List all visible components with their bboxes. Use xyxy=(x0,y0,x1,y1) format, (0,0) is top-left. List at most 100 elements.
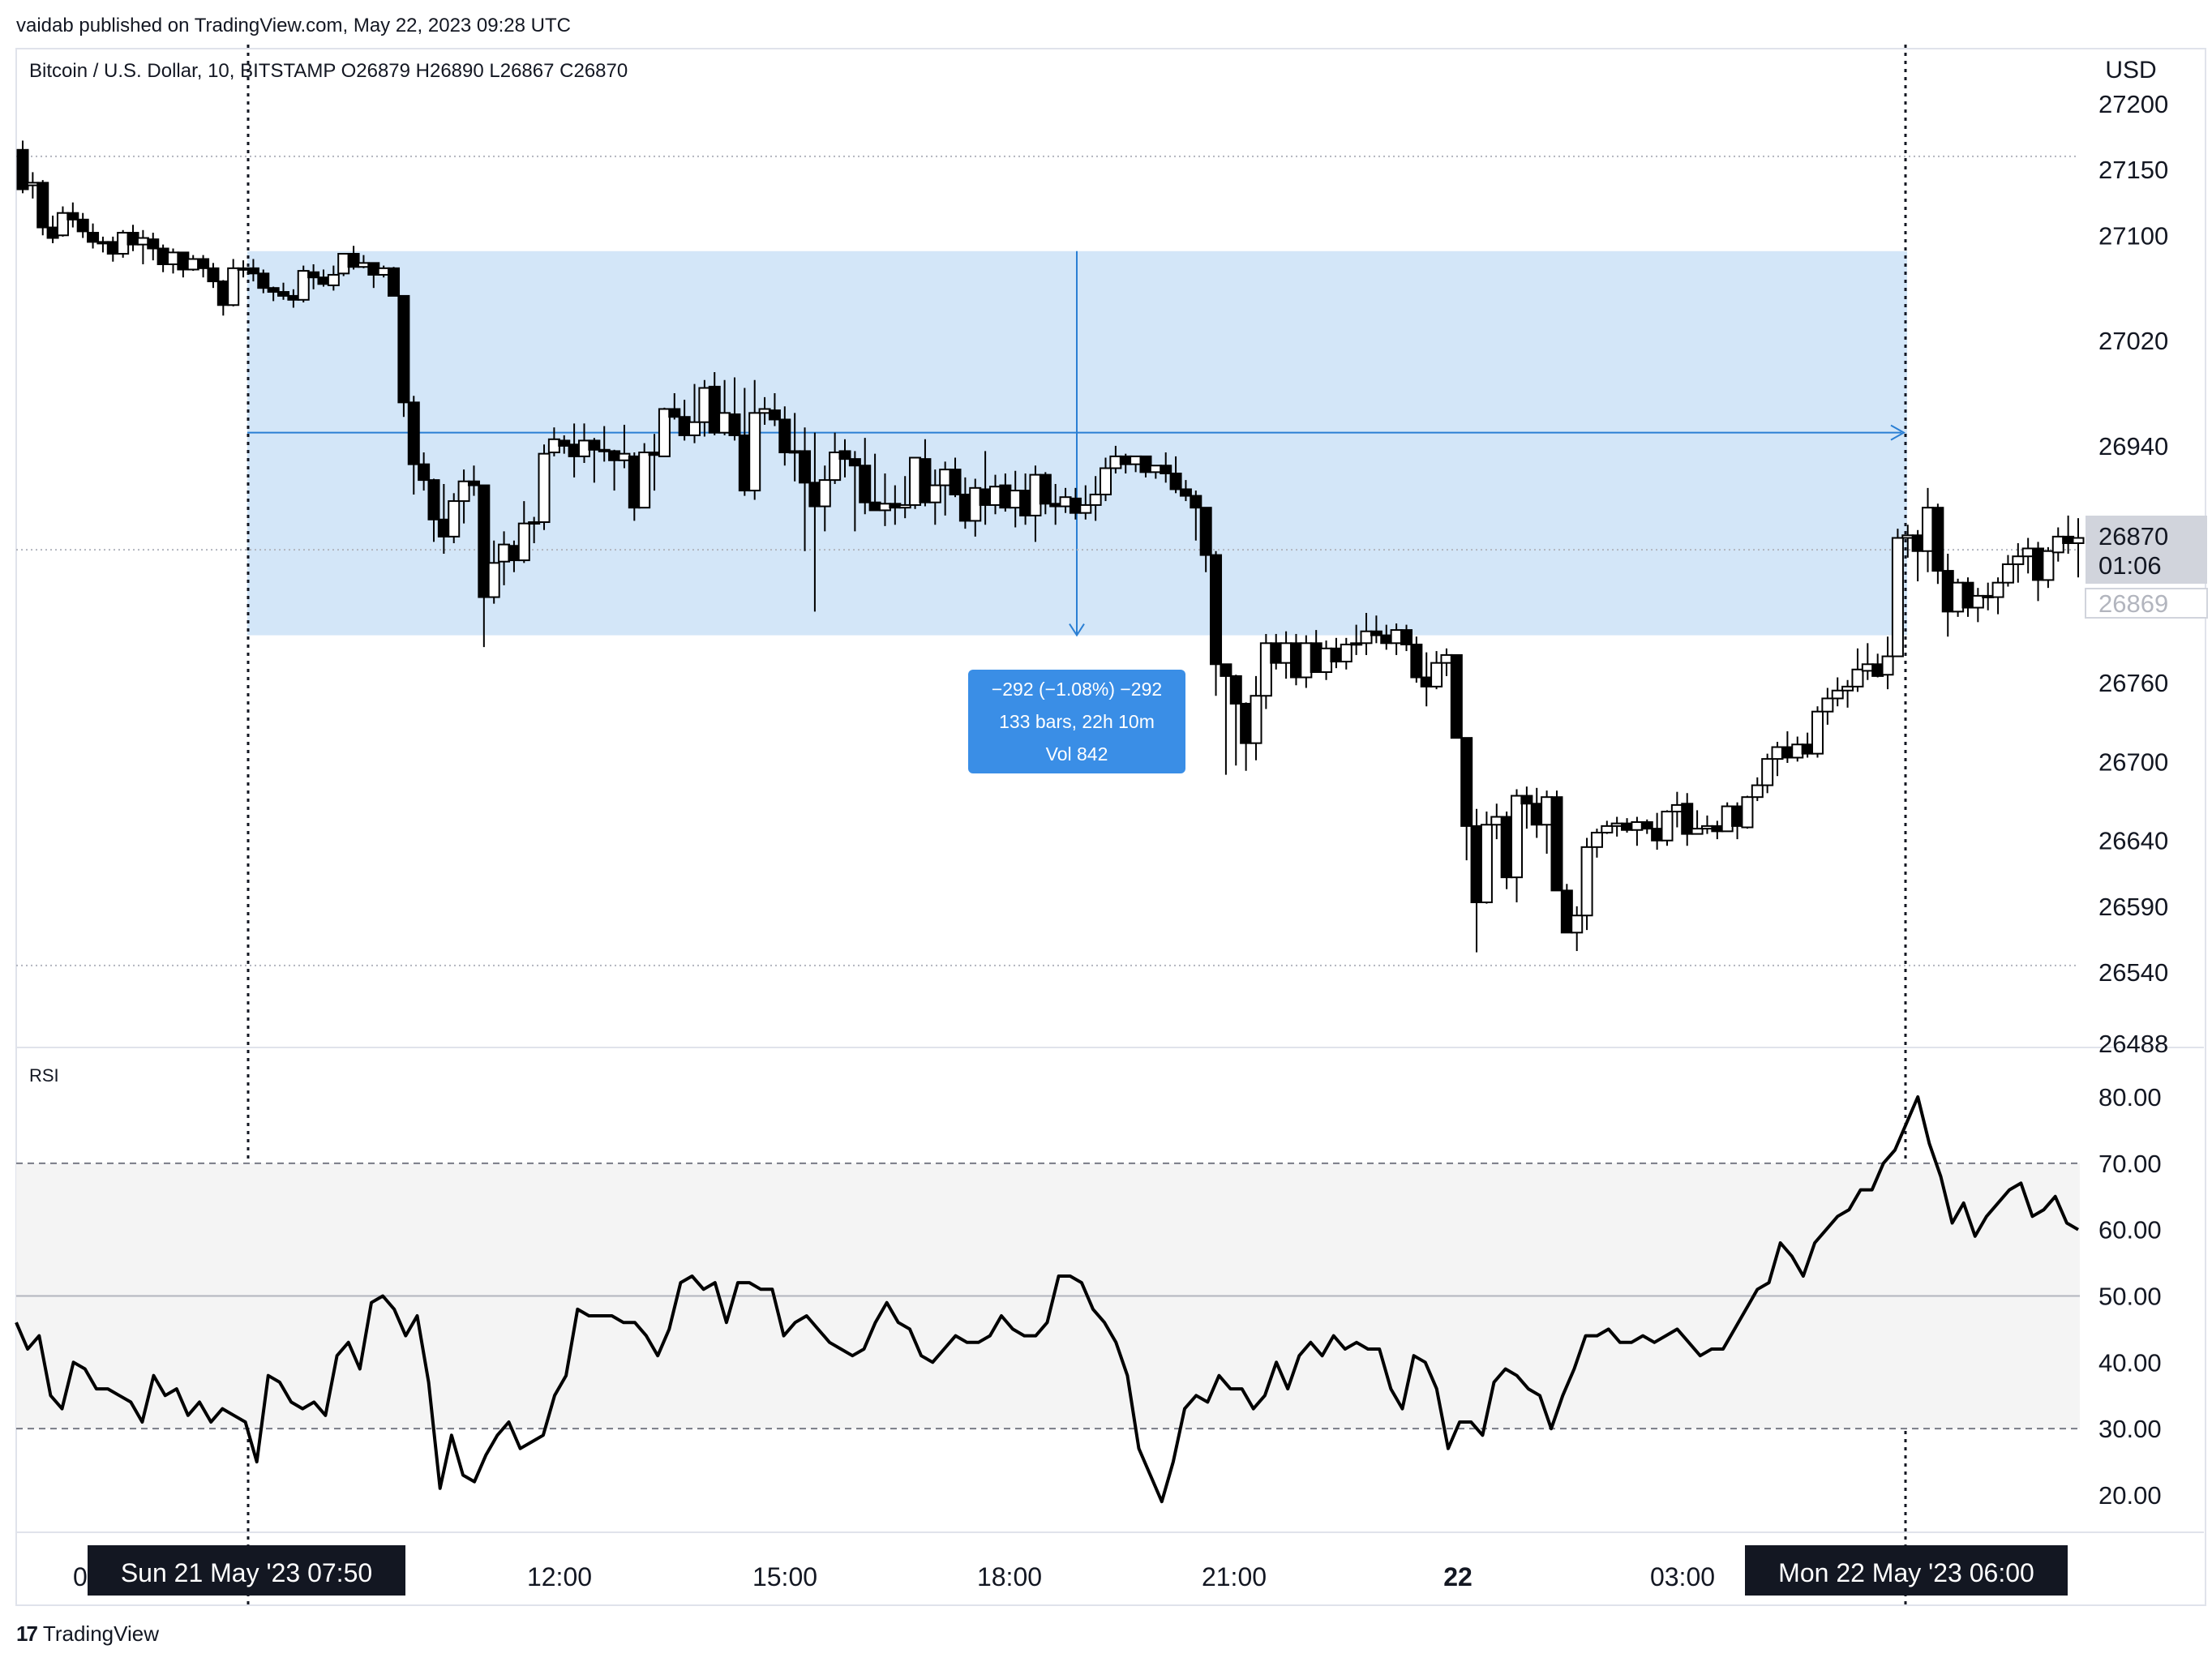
candle-body-down xyxy=(76,218,89,233)
candle-body-up xyxy=(939,469,952,486)
candle xyxy=(147,233,160,261)
candle-body-down xyxy=(147,238,160,250)
candle xyxy=(16,140,29,194)
candle-body-up xyxy=(327,273,340,286)
candle-body-down xyxy=(1982,594,1995,598)
candle-body-up xyxy=(1440,653,1453,664)
candle xyxy=(1721,802,1734,833)
candle-body-up xyxy=(1390,629,1403,645)
candle-body-up xyxy=(1811,710,1824,755)
candle-body-down xyxy=(407,401,420,465)
candle-body-up xyxy=(1360,630,1373,645)
candle xyxy=(808,432,821,612)
candle xyxy=(708,372,721,435)
candle-body-up xyxy=(1089,493,1102,506)
price-tick-label: 27150 xyxy=(2098,156,2168,184)
candle xyxy=(588,438,601,483)
date-marker-label-0: Sun 21 May '23 07:50 xyxy=(121,1558,372,1587)
range-arrow-right-icon xyxy=(1890,424,1906,441)
candle xyxy=(347,246,360,270)
candlestick-series xyxy=(16,140,2085,953)
candle-body-up xyxy=(517,522,530,562)
candle-body-up xyxy=(1691,828,1704,835)
candle-body-down xyxy=(1961,581,1974,609)
time-tick-label: 22 xyxy=(1443,1562,1473,1591)
candle xyxy=(1741,795,1754,829)
candle xyxy=(1961,577,1974,617)
candle xyxy=(678,400,691,441)
price-axis[interactable]: USD 27200 27150 27100 27020 26940 26760 26700 26… xyxy=(2085,57,2208,1058)
candle xyxy=(427,478,440,542)
candle xyxy=(628,452,641,521)
candle-body-up xyxy=(698,387,711,423)
candle xyxy=(538,444,551,530)
candle xyxy=(87,223,100,249)
candle-body-up xyxy=(1079,503,1092,514)
date-marker-label-1-bg xyxy=(1745,1545,2068,1596)
current-price-value: 26870 xyxy=(2098,522,2168,550)
brand-name: TradingView xyxy=(42,1621,159,1646)
candle-body-down xyxy=(1139,455,1152,473)
candle-body-up xyxy=(1340,643,1352,663)
price-tick-label: 26540 xyxy=(2098,958,2168,987)
candle-body-up xyxy=(718,412,731,434)
candle-body-up xyxy=(1029,473,1042,516)
candle-body-up xyxy=(448,500,461,538)
tradingview-brand[interactable]: 17 TradingView xyxy=(16,1621,159,1647)
candle xyxy=(577,423,590,464)
candle xyxy=(56,206,69,237)
candle-body-down xyxy=(1199,507,1212,556)
measure-label-box xyxy=(968,670,1185,773)
candle-body-up xyxy=(1059,496,1072,508)
candle-body-up xyxy=(1430,662,1443,688)
candle xyxy=(1640,819,1653,834)
rsi-tick-label: 70.00 xyxy=(2098,1150,2162,1178)
candle-body-up xyxy=(357,262,370,268)
candle-body-down xyxy=(799,450,812,484)
candle xyxy=(829,432,842,484)
candle xyxy=(1410,636,1423,683)
candle-body-up xyxy=(758,408,771,414)
price-range-measure[interactable] xyxy=(247,251,1907,637)
candle xyxy=(397,294,410,418)
candle xyxy=(487,540,500,604)
candle-body-down xyxy=(1711,825,1724,833)
candle xyxy=(919,439,932,507)
candle xyxy=(928,469,941,525)
candle xyxy=(1179,480,1192,502)
candle xyxy=(1541,790,1554,854)
candle xyxy=(478,484,491,648)
candle xyxy=(1751,777,1764,802)
candle-body-down xyxy=(1330,647,1343,663)
candle-body-down xyxy=(46,226,59,239)
time-tick-label: 12:00 xyxy=(527,1562,592,1591)
candle xyxy=(818,465,831,532)
rsi-tick-label: 50.00 xyxy=(2098,1283,2162,1311)
price-tick-label: 26940 xyxy=(2098,432,2168,460)
candle-body-down xyxy=(1019,490,1032,516)
candle-body-down xyxy=(1240,702,1253,744)
candle xyxy=(1821,688,1834,725)
candle xyxy=(1360,612,1373,655)
candle-body-down xyxy=(1550,796,1563,892)
candle-body-down xyxy=(1520,795,1533,805)
candle-body-down xyxy=(287,294,300,301)
candle xyxy=(227,259,240,306)
symbol-legend: Bitcoin / U.S. Dollar, 10, BITSTAMP O268… xyxy=(29,60,628,82)
candle-body-down xyxy=(1621,822,1634,831)
candle xyxy=(1089,476,1102,521)
time-axis[interactable]: 0 12:00 15:00 18:00 21:00 22 03:00 Sun 21 May '… xyxy=(73,1545,2068,1596)
candle xyxy=(2042,546,2055,589)
price-tick-label: 26640 xyxy=(2098,827,2168,855)
candle xyxy=(1590,829,1603,858)
candle-body-up xyxy=(1580,846,1593,917)
candle-body-up xyxy=(1250,695,1262,744)
candle xyxy=(216,280,229,316)
candle xyxy=(1511,789,1524,902)
candle-body-down xyxy=(1560,889,1573,934)
candle-body-up xyxy=(1280,642,1292,664)
candle-body-up xyxy=(2042,550,2055,581)
candle-body-down xyxy=(1049,503,1062,508)
candle-body-down xyxy=(1640,821,1653,830)
